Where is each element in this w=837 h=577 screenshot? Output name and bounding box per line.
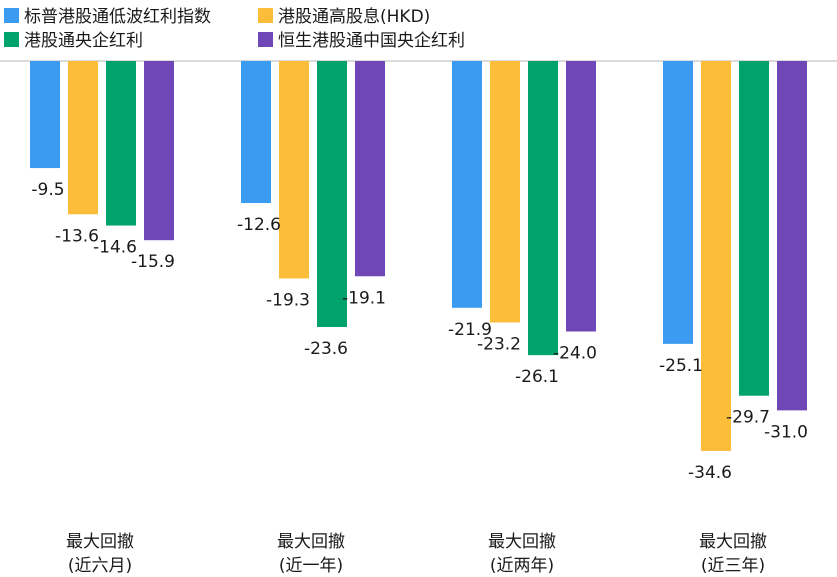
bar: [279, 61, 309, 279]
category-label-line: 最大回撤: [699, 532, 767, 552]
legend-swatch: [258, 32, 273, 47]
category-label-line: 最大回撤: [488, 532, 556, 552]
value-label: -24.0: [553, 343, 597, 363]
bar: [701, 61, 731, 451]
category-label: 最大回撤 (近三年): [699, 532, 767, 576]
category-label-line: (近一年): [279, 556, 343, 576]
bar: [663, 61, 693, 344]
bar: [739, 61, 769, 396]
bar: [777, 61, 807, 411]
bar: [566, 61, 596, 332]
category-label-line: (近六月): [68, 556, 132, 576]
bar-series-group: [30, 61, 807, 451]
bar: [144, 61, 174, 241]
bar: [452, 61, 482, 308]
value-label: -15.9: [131, 252, 175, 272]
category-label: 最大回撤 (近六月): [66, 532, 134, 576]
bar: [317, 61, 347, 327]
category-label-line: 最大回撤: [66, 532, 134, 552]
value-label: -19.3: [266, 291, 310, 311]
value-label: -19.1: [342, 288, 386, 308]
value-label: -23.6: [304, 339, 348, 359]
bar: [490, 61, 520, 323]
bar: [30, 61, 60, 169]
category-label: 最大回撤 (近两年): [488, 532, 556, 576]
value-label: -12.6: [237, 215, 281, 235]
value-label: -9.5: [31, 180, 64, 200]
category-label-group: 最大回撤 (近六月) 最大回撤 (近一年) 最大回撤 (近两年) 最大回撤 (近三年): [66, 532, 767, 576]
value-label: -25.1: [659, 356, 703, 376]
bar: [106, 61, 136, 226]
value-label-group: -9.5 -13.6-14.6-15.9 -12.6 -19.3 -23.6 -19.1 -…: [31, 180, 808, 483]
category-label-line: 最大回撤: [277, 532, 345, 552]
value-label: -13.6: [55, 226, 99, 246]
value-label: -26.1: [515, 367, 559, 387]
bar: [355, 61, 385, 277]
value-label: -23.2: [477, 334, 521, 354]
bar: [528, 61, 558, 356]
category-label-line: (近三年): [701, 556, 765, 576]
legend-label: 标普港股通低波红利指数: [24, 7, 211, 27]
value-label: -34.6: [688, 463, 732, 483]
legend-label: 港股通高股息(HKD): [278, 7, 430, 27]
legend-swatch: [258, 8, 273, 23]
legend-swatch: [4, 32, 19, 47]
bar: [241, 61, 271, 204]
value-label: -14.6: [93, 238, 137, 258]
legend-label: 恒生港股通中国央企红利: [278, 31, 465, 51]
category-label-line: (近两年): [490, 556, 554, 576]
category-label: 最大回撤 (近一年): [277, 532, 345, 576]
chart-legend: 标普港股通低波红利指数 港股通高股息(HKD) 港股通央企红利 恒生港股通中国央企红利: [4, 7, 465, 51]
value-label: -21.9: [448, 320, 492, 340]
value-label: -29.7: [726, 408, 770, 428]
legend-swatch: [4, 8, 19, 23]
value-label: -31.0: [764, 422, 808, 442]
bar: [68, 61, 98, 215]
legend-label: 港股通央企红利: [24, 31, 143, 51]
